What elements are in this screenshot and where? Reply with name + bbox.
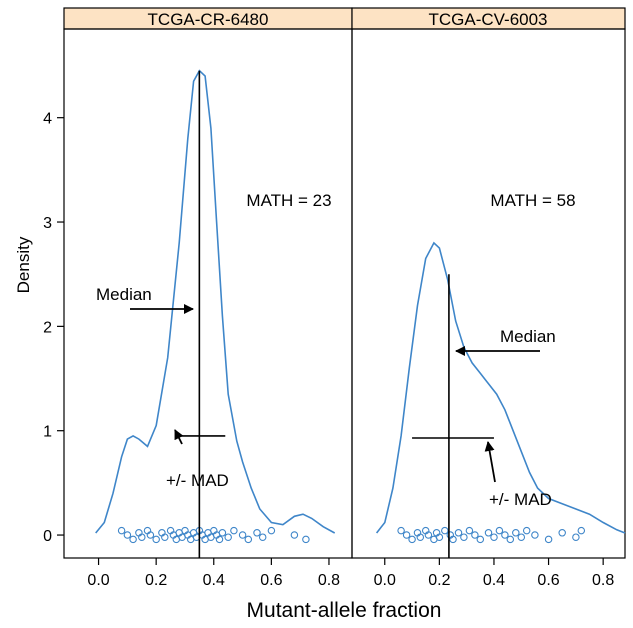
- data-point: [471, 531, 479, 539]
- data-point: [230, 526, 238, 535]
- density-curve: [95, 69, 336, 534]
- data-point: [302, 535, 310, 544]
- x-tick-label: 0.0: [87, 572, 109, 589]
- data-point: [424, 531, 433, 539]
- data-point: [138, 533, 146, 541]
- data-point: [512, 529, 520, 537]
- data-point: [218, 529, 227, 537]
- y-tick-label: 0: [43, 528, 52, 545]
- mad-label: +/- MAD: [489, 490, 552, 509]
- strip-title: TCGA-CR-6480: [148, 10, 269, 29]
- data-point: [290, 531, 299, 539]
- x-tick-label: 0.2: [145, 572, 167, 589]
- data-point: [267, 526, 276, 535]
- y-axis: 0 1 2 3 4: [43, 111, 64, 545]
- rug-points: [117, 526, 310, 544]
- data-point: [117, 526, 126, 535]
- data-point: [465, 526, 474, 535]
- data-point: [441, 526, 449, 535]
- x-tick-label: 0.8: [592, 572, 614, 589]
- x-tick-label: 0.6: [260, 572, 282, 589]
- data-point: [544, 535, 553, 544]
- data-point: [253, 529, 261, 537]
- x-tick-label: 0.4: [203, 572, 225, 589]
- data-point: [522, 526, 531, 535]
- x-tick-label: 0.0: [374, 572, 396, 589]
- data-point: [517, 533, 526, 541]
- data-point: [490, 533, 498, 541]
- x-tick-label: 0.4: [483, 572, 505, 589]
- data-point: [484, 529, 493, 537]
- x-axis: 0.0 0.2 0.4 0.6 0.8 0.0 0.2 0.4 0.6 0.8: [87, 558, 614, 589]
- data-point: [244, 535, 253, 544]
- data-point: [531, 531, 539, 539]
- density-curve: [375, 241, 626, 534]
- data-point: [161, 533, 169, 541]
- data-point: [572, 533, 580, 541]
- median-label: Median: [500, 327, 556, 346]
- data-point: [506, 535, 515, 544]
- data-point: [224, 533, 232, 541]
- panel-tcga-cr-6480: TCGA-CR-6480 MATH = 23 Median +/- MAD: [63, 7, 353, 559]
- rug-points: [397, 526, 586, 544]
- data-point: [435, 533, 444, 541]
- median-label: Median: [96, 285, 152, 304]
- data-point: [402, 531, 411, 539]
- x-tick-label: 0.2: [428, 572, 450, 589]
- x-tick-label: 0.8: [318, 572, 340, 589]
- y-tick-label: 1: [43, 424, 52, 441]
- data-point: [146, 531, 155, 539]
- data-point: [215, 535, 224, 544]
- data-point: [238, 531, 247, 539]
- data-point: [558, 529, 566, 537]
- x-tick-label: 0.6: [537, 572, 559, 589]
- data-point: [495, 526, 504, 535]
- data-point: [460, 533, 468, 541]
- panel-tcga-cv-6003: TCGA-CV-6003 MATH = 58 Median +/- MAD: [351, 7, 626, 559]
- y-axis-label: Density: [14, 236, 33, 293]
- x-axis-label: Mutant-allele fraction: [247, 599, 442, 622]
- plot-frame: [351, 28, 626, 559]
- data-point: [577, 526, 586, 535]
- data-point: [397, 526, 405, 535]
- data-point: [258, 533, 267, 541]
- data-point: [408, 535, 416, 544]
- data-point: [449, 535, 457, 544]
- data-point: [416, 533, 425, 541]
- data-point: [129, 535, 137, 544]
- data-point: [476, 535, 485, 544]
- strip-title: TCGA-CV-6003: [428, 10, 547, 29]
- data-point: [454, 529, 463, 537]
- mad-arrow: [174, 429, 184, 445]
- mad-arrow: [484, 441, 496, 483]
- y-tick-label: 4: [43, 111, 52, 128]
- math-label: MATH = 23: [246, 191, 331, 210]
- y-tick-label: 3: [43, 215, 52, 232]
- data-point: [501, 531, 509, 539]
- y-tick-label: 2: [43, 319, 52, 336]
- data-point: [123, 531, 132, 539]
- data-point: [152, 535, 160, 544]
- mad-label: +/- MAD: [166, 471, 229, 490]
- math-label: MATH = 58: [490, 191, 575, 210]
